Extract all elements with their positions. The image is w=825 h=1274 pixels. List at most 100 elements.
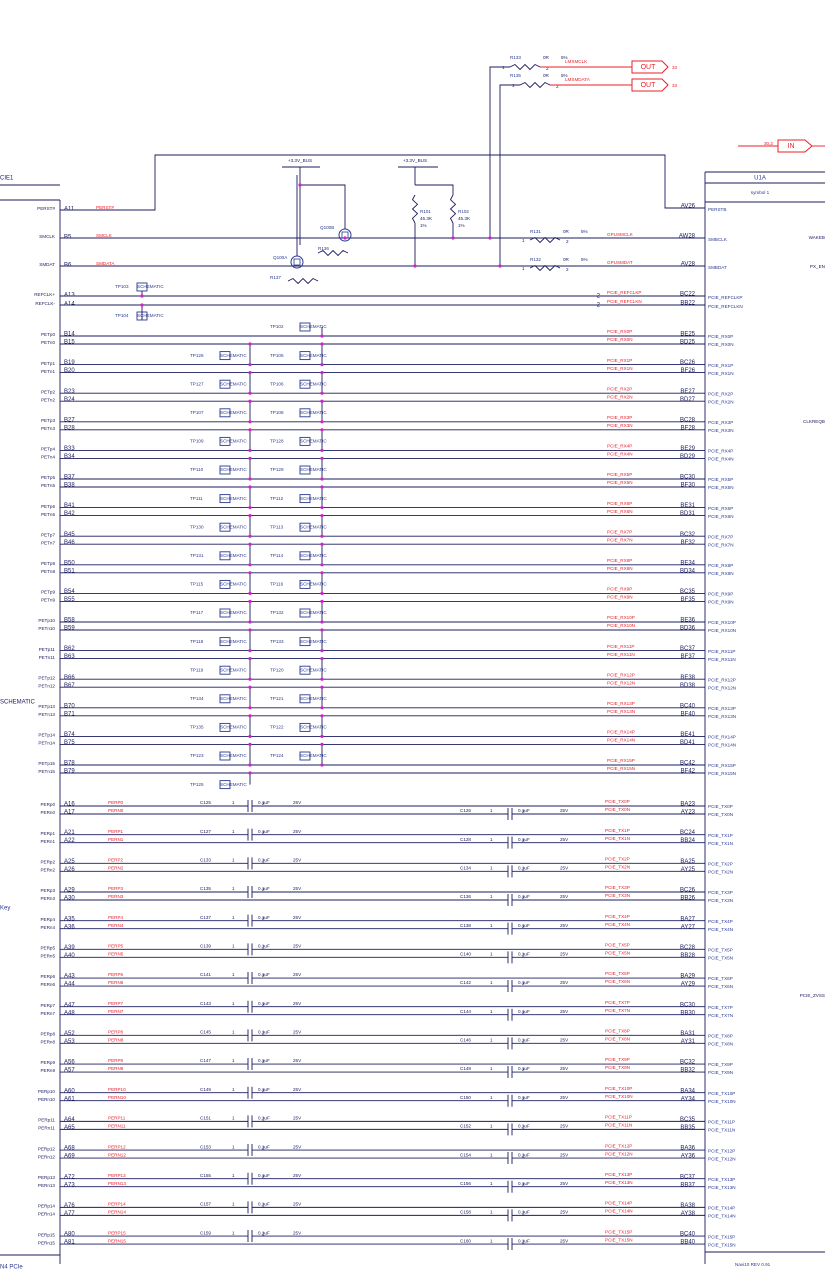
cap-voltage: 25V xyxy=(560,1095,569,1100)
label: 1 xyxy=(490,923,493,928)
pin-number: A44 xyxy=(64,982,75,988)
cap-voltage: 25V xyxy=(560,923,569,928)
wire xyxy=(415,184,454,195)
net-label: PCIE_TX11P xyxy=(605,1115,632,1120)
test-point-text: SCHEMATIC xyxy=(220,524,247,529)
net-label: PERP14 xyxy=(108,1202,126,1207)
junction xyxy=(320,399,324,403)
cap-value: 0.1uF xyxy=(258,1001,270,1006)
label: 2 xyxy=(522,1039,525,1044)
test-point-ref: TP120 xyxy=(270,667,284,672)
gpu-pin: BF32 xyxy=(681,540,696,546)
label: 2 xyxy=(597,294,601,300)
net-label: PERP15 xyxy=(108,1230,126,1235)
label: 1 xyxy=(232,944,235,949)
gpu-pin: AY29 xyxy=(681,982,696,988)
junction xyxy=(320,571,324,575)
test-point xyxy=(219,494,231,504)
gpu-pin-label: PCIE_TX13N xyxy=(708,1185,736,1190)
gpu-pin-label: PCIE_TX7N xyxy=(708,1013,733,1018)
label: 2 xyxy=(522,981,525,986)
net-label: PERP9 xyxy=(108,1058,124,1063)
pin-name: PETp8 xyxy=(41,561,55,566)
net-label: PERN13 xyxy=(108,1181,126,1186)
cap-value: 0.1uF xyxy=(518,1066,530,1071)
net-label: PCIE_TX8P xyxy=(605,1029,630,1034)
label: 5% xyxy=(581,257,588,262)
junction xyxy=(320,334,324,338)
pin-name: PERn11 xyxy=(38,1126,55,1131)
net-label: PCIE_TX5P xyxy=(605,943,630,948)
gpu-pin-label: PCIE_RX0N xyxy=(708,342,734,347)
net-label: PCIE_TX11N xyxy=(605,1123,632,1128)
net-label: PCIE_RX1P xyxy=(607,358,632,363)
pin-name: PERp10 xyxy=(38,1089,56,1094)
label: 2 xyxy=(262,945,265,950)
label: 1 xyxy=(490,808,493,813)
cap-value: 0.1uF xyxy=(518,837,530,842)
pin-name: PETp1 xyxy=(41,361,55,366)
junction xyxy=(248,571,252,575)
gpu-pin-label: PCIE_RX10N xyxy=(708,628,736,633)
label: 2 xyxy=(522,838,525,843)
gpu-pin-label: PCIE_RX1P xyxy=(708,363,733,368)
test-point xyxy=(299,665,311,675)
test-point-text: SCHEMATIC xyxy=(220,725,247,730)
label: 2 xyxy=(522,1125,525,1130)
net-label: PERP3 xyxy=(108,886,124,891)
label: 33 xyxy=(672,65,678,70)
cap-ref: C159 xyxy=(200,1230,211,1235)
gpu-pin-label: PCIE_TX8P xyxy=(708,1034,733,1039)
net-label: PCIE_TX6P xyxy=(605,971,630,976)
wire xyxy=(489,66,510,238)
cap-ref: C156 xyxy=(460,1181,471,1186)
gpu-pin: BF30 xyxy=(681,483,696,489)
net-label: PCIE_TX7P xyxy=(605,1000,630,1005)
test-point-ref: TP129 xyxy=(270,467,284,472)
pin-name: PERn9 xyxy=(40,1068,55,1073)
gpu-pin-label: PCIE_TX6P xyxy=(708,976,733,981)
gpu-pin: BE27 xyxy=(680,389,695,395)
test-point-text: SCHEMATIC xyxy=(300,324,327,329)
pin-number: B15 xyxy=(64,340,75,346)
test-point xyxy=(219,351,231,361)
junction xyxy=(248,534,252,538)
junction xyxy=(248,514,252,518)
gpu-pin-label: PCIE_RX11P xyxy=(708,649,736,654)
cap-ref: C137 xyxy=(200,915,211,920)
label: 1 xyxy=(232,1144,235,1149)
net-label: PCIE_TX15P xyxy=(605,1229,632,1234)
net-label: PCIE_RX7N xyxy=(607,537,633,542)
test-point-text: SCHEMATIC xyxy=(300,353,327,358)
junction xyxy=(320,420,324,424)
gpu-pin-label: PCIE_TX0N xyxy=(708,812,733,817)
pin-name: PETp11 xyxy=(39,647,56,652)
gpu-pin-label: PCIE_TX4P xyxy=(708,919,733,924)
test-point-text: SCHEMATIC xyxy=(220,582,247,587)
cap-ref: C150 xyxy=(460,1095,471,1100)
net-label: PERN4 xyxy=(108,923,124,928)
pin-name: PERp4 xyxy=(40,917,55,922)
gpu-pin: BB22 xyxy=(680,301,695,307)
label: 2 xyxy=(522,1096,525,1101)
cap-value: 0.1uF xyxy=(518,1181,530,1186)
pin-number: B24 xyxy=(64,397,75,403)
label: 1 xyxy=(522,238,525,243)
pin-name: PERp13 xyxy=(38,1175,56,1180)
gpu-pin-label: PCIE_RX15P xyxy=(708,763,736,768)
label: R101 xyxy=(420,209,431,214)
pin-name: PERn7 xyxy=(40,1011,55,1016)
pin-name: PETp14 xyxy=(38,733,55,738)
net-label: PCIE_TX7N xyxy=(605,1008,630,1013)
pin-name: PERp3 xyxy=(40,888,55,893)
test-point-ref: TP121 xyxy=(270,696,284,701)
gpu-pin-label: PCIE_RX9P xyxy=(708,592,733,597)
test-point-ref: TP102 xyxy=(270,324,284,329)
junction xyxy=(248,485,252,489)
test-point-ref: TP134 xyxy=(190,696,204,701)
pin-number: A52 xyxy=(64,1031,75,1037)
junction xyxy=(248,371,252,375)
gpu-pin-label: PCIE_TX13P xyxy=(708,1177,735,1182)
pin-number: B51 xyxy=(64,568,75,574)
gpu-pin-label: PCIE_RX2P xyxy=(708,391,733,396)
